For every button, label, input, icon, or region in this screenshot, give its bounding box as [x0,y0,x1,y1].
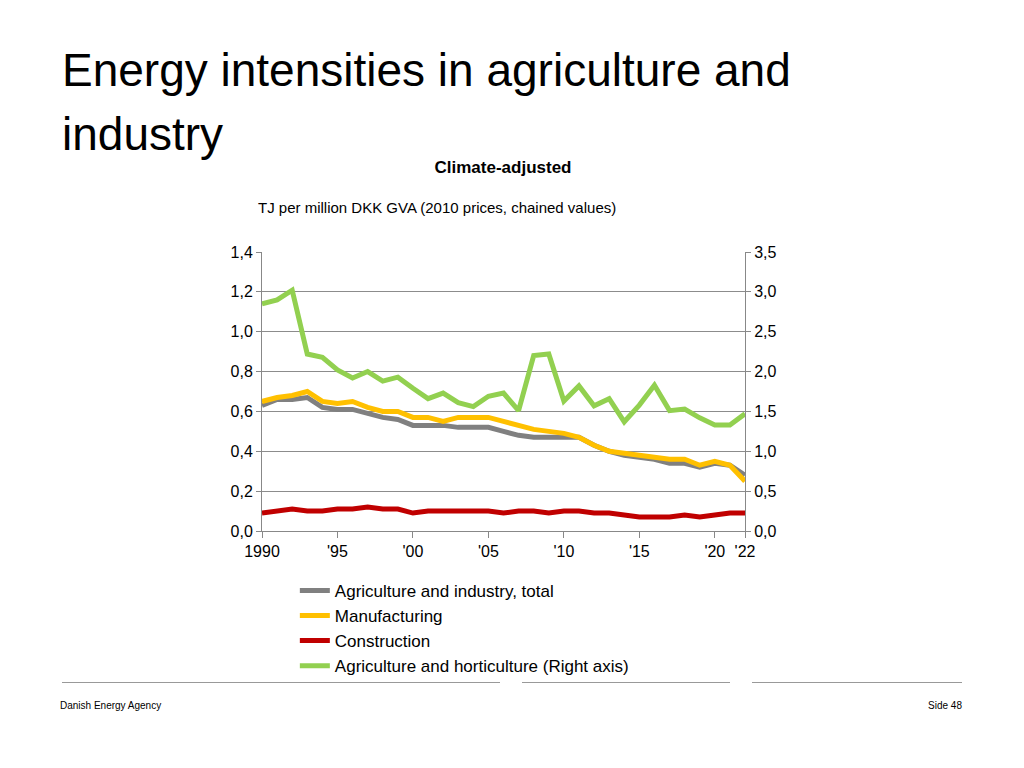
svg-text:2,5: 2,5 [754,323,776,340]
svg-text:'20: '20 [704,543,725,560]
html-text:Energy intensities in agricult: Energy intensities in agriculture and in… [62,44,791,160]
svg-text:Construction: Construction [335,632,430,651]
svg-text:1,2: 1,2 [231,283,253,300]
svg-text:'05: '05 [478,543,499,560]
svg-text:0,6: 0,6 [231,403,253,420]
svg-text:1,0: 1,0 [231,323,253,340]
svg-text:'22: '22 [735,543,756,560]
html-text:Side 48: Side 48 [928,700,962,711]
svg-text:0,2: 0,2 [231,483,253,500]
svg-text:3,0: 3,0 [754,283,776,300]
svg-text:Manufacturing: Manufacturing [335,607,443,626]
svg-text:'00: '00 [403,543,424,560]
svg-text:0,0: 0,0 [754,523,776,540]
svg-text:0,5: 0,5 [754,483,776,500]
svg-text:0,8: 0,8 [231,363,253,380]
svg-text:1990: 1990 [244,543,280,560]
svg-text:'10: '10 [553,543,574,560]
svg-text:Climate-adjusted: Climate-adjusted [435,158,572,177]
svg-text:0,0: 0,0 [231,523,253,540]
html-text:Danish Energy Agency: Danish Energy Agency [60,700,162,711]
svg-text:'95: '95 [327,543,348,560]
svg-text:'15: '15 [629,543,650,560]
svg-text:1,5: 1,5 [754,403,776,420]
svg-text:0,4: 0,4 [231,443,253,460]
svg-text:Agriculture and industry, tota: Agriculture and industry, total [335,582,554,601]
svg-text:2,0: 2,0 [754,363,776,380]
svg-text:1,0: 1,0 [754,443,776,460]
svg-text:TJ per million DKK GVA (2010 p: TJ per million DKK GVA (2010 prices, cha… [258,199,616,216]
svg-text:3,5: 3,5 [754,244,776,261]
svg-text:Agriculture and horticulture (: Agriculture and horticulture (Right axis… [335,657,629,676]
svg-text:1,4: 1,4 [231,244,253,261]
